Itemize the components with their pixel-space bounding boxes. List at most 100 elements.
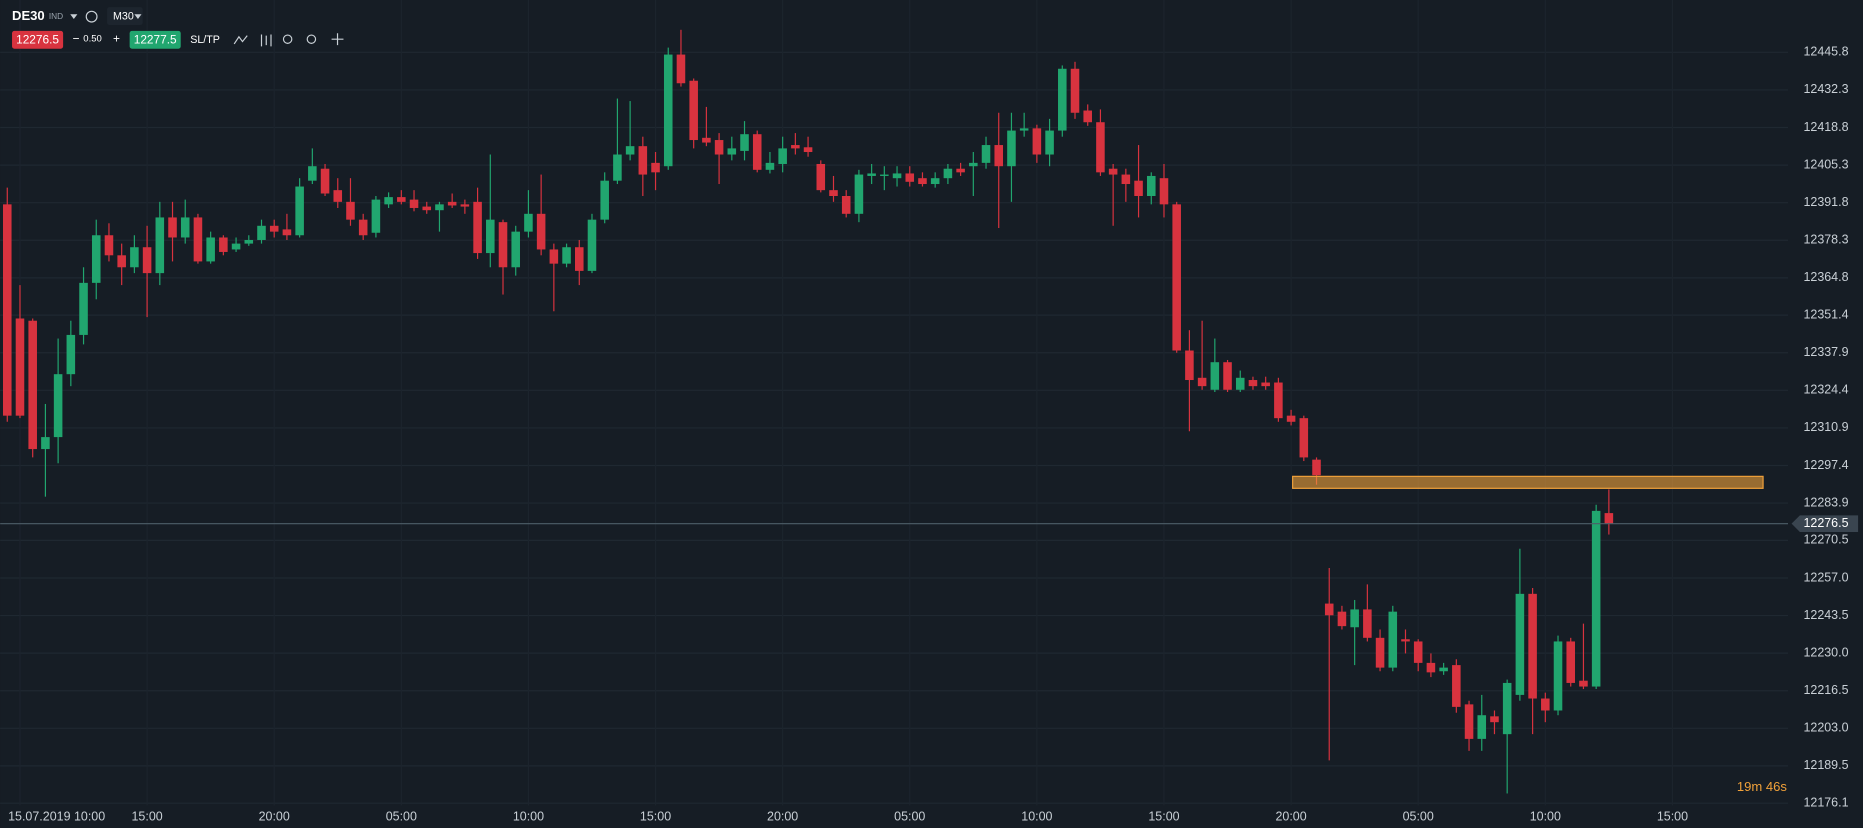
candle-body [1223, 362, 1232, 390]
candle-body [155, 217, 165, 274]
candle-body [511, 231, 520, 268]
x-tick-label: 05:00 [1403, 810, 1434, 824]
candle-body [1464, 704, 1474, 739]
candle-body [689, 80, 698, 141]
candle-body [117, 255, 126, 268]
y-tick-label: 12216.5 [1803, 683, 1848, 697]
candle-body [905, 173, 915, 182]
candle-body [1032, 128, 1042, 155]
candle-body [1477, 715, 1487, 739]
candle-body [397, 197, 406, 202]
candle-body [295, 186, 304, 236]
y-tick-label: 12189.5 [1803, 758, 1848, 772]
line-tool[interactable] [233, 35, 248, 45]
y-tick-label: 12270.5 [1803, 533, 1848, 547]
candle-body [1312, 459, 1321, 476]
candle-body [600, 180, 609, 220]
candle-body [829, 190, 838, 196]
ask-price[interactable]: 12277.5 [134, 33, 177, 47]
y-tick-label: 12230.0 [1803, 645, 1848, 659]
crosshair-tool[interactable] [331, 33, 344, 46]
candle-body [244, 239, 254, 244]
plus-icon[interactable]: + [113, 31, 120, 45]
zoom-in[interactable] [306, 34, 317, 44]
buy-button[interactable] [129, 30, 181, 49]
candle-body [574, 247, 584, 271]
candle-body [1210, 362, 1220, 390]
x-tick-label: 10:00 [1021, 810, 1052, 824]
x-tick-label: 15:00 [1657, 810, 1688, 824]
candle-body [180, 217, 190, 238]
sell-button[interactable] [12, 30, 64, 49]
candle-body [1274, 382, 1283, 419]
indicator-tool[interactable] [260, 34, 272, 47]
candle-body [778, 148, 787, 164]
candle-body [1528, 593, 1537, 699]
y-tick-label: 12257.0 [1803, 570, 1848, 584]
candle-body [130, 247, 139, 268]
candle-body [892, 173, 902, 179]
candle-body [1185, 350, 1194, 381]
candle-body [498, 222, 508, 268]
candle-body [206, 237, 215, 262]
y-tick-label: 12378.3 [1803, 233, 1848, 247]
candle-body [269, 225, 279, 232]
candle-body [2, 204, 12, 416]
candle-body [676, 54, 686, 84]
resistance-zone [1292, 475, 1764, 489]
candle-body [1363, 609, 1372, 638]
candle-body [66, 334, 76, 375]
bid-price[interactable]: 12276.5 [16, 33, 59, 47]
candle-body [638, 146, 648, 175]
candle-body [41, 437, 50, 450]
symbol-dropdown[interactable] [70, 14, 78, 20]
x-tick-label: 05:00 [386, 810, 417, 824]
info-icon[interactable] [85, 10, 98, 23]
candle-body [880, 174, 889, 176]
timeframe-button[interactable] [107, 7, 143, 25]
candle-body [549, 249, 559, 264]
symbol[interactable]: DE30 [12, 8, 45, 23]
y-tick-label: 12297.4 [1803, 458, 1848, 472]
candle-body [1337, 611, 1347, 627]
sltp-button[interactable]: SL/TP [190, 34, 220, 46]
candle-body [1591, 510, 1601, 687]
candle-body [1108, 168, 1118, 175]
zoom-out[interactable] [282, 34, 293, 44]
candle-body [142, 247, 152, 274]
timeframe[interactable]: M30 [113, 10, 134, 22]
candle-body [473, 201, 482, 254]
y-tick-label: 12391.8 [1803, 195, 1848, 209]
candle-body [371, 199, 381, 233]
candle-body [1045, 130, 1054, 155]
candle-body [918, 178, 927, 185]
candle-body [956, 168, 965, 173]
candle-body [803, 147, 813, 153]
candle-body [1604, 513, 1614, 524]
candle-body [1401, 639, 1410, 642]
spread: 0.50 [83, 34, 102, 45]
y-tick-label: 12203.0 [1803, 721, 1848, 735]
candle-body [1019, 128, 1029, 131]
candle-body [1286, 415, 1296, 422]
candle-body [841, 195, 851, 214]
candle-body [346, 201, 355, 220]
minus-icon[interactable]: − [73, 31, 80, 45]
candle-body [219, 237, 228, 252]
candle-body [333, 190, 343, 202]
candle-body [1324, 603, 1334, 616]
candle-body [308, 166, 317, 181]
candle-body [867, 173, 876, 176]
candle-body [1261, 382, 1270, 387]
candle-body [486, 219, 495, 254]
candle-body [714, 140, 724, 155]
toolbar: DE30 IND M30 12276.5 − 0.50 + 12277.5 SL… [12, 7, 344, 49]
candle-body [1172, 204, 1181, 351]
candle-body [231, 243, 241, 250]
y-tick-label: 12351.4 [1803, 307, 1848, 321]
x-tick-label: 20:00 [259, 810, 290, 824]
candle-body [1452, 665, 1461, 707]
candle-body [168, 217, 177, 238]
